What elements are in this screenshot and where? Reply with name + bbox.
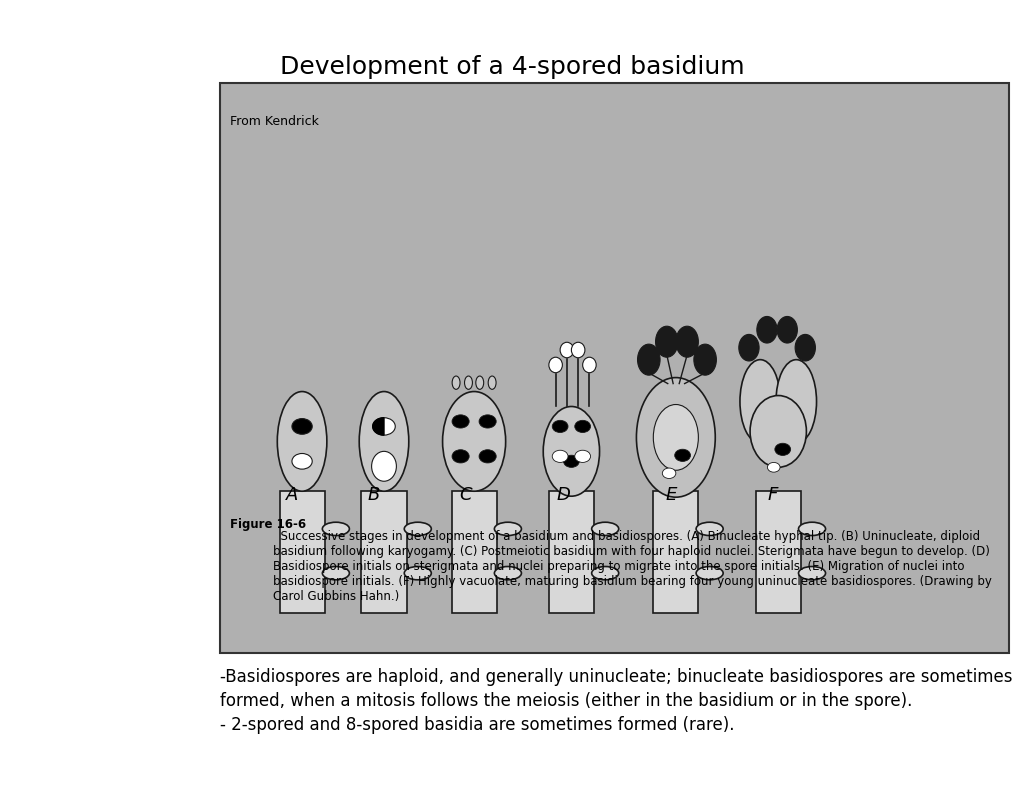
Ellipse shape xyxy=(488,376,496,389)
Ellipse shape xyxy=(592,522,618,536)
Circle shape xyxy=(452,450,469,463)
Circle shape xyxy=(574,420,591,433)
Ellipse shape xyxy=(740,360,780,444)
Ellipse shape xyxy=(476,376,483,389)
Ellipse shape xyxy=(560,343,573,358)
Bar xyxy=(361,491,407,613)
Text: D: D xyxy=(556,486,570,505)
Text: Successive stages in development of a basidium and basidiospores. (A) Binucleate: Successive stages in development of a ba… xyxy=(273,530,992,603)
Ellipse shape xyxy=(495,566,521,580)
Circle shape xyxy=(552,420,568,433)
Ellipse shape xyxy=(583,358,596,373)
Ellipse shape xyxy=(323,566,349,580)
Ellipse shape xyxy=(571,343,585,358)
Polygon shape xyxy=(373,418,384,435)
Circle shape xyxy=(292,453,312,469)
Ellipse shape xyxy=(544,407,600,496)
Circle shape xyxy=(563,455,580,467)
Circle shape xyxy=(552,450,568,463)
Ellipse shape xyxy=(453,376,460,389)
Ellipse shape xyxy=(776,360,816,444)
Ellipse shape xyxy=(750,396,807,467)
Ellipse shape xyxy=(495,522,521,536)
Text: C: C xyxy=(460,486,472,505)
Ellipse shape xyxy=(653,404,698,471)
Circle shape xyxy=(452,414,469,428)
FancyBboxPatch shape xyxy=(220,83,1009,653)
Circle shape xyxy=(479,414,497,428)
Ellipse shape xyxy=(278,392,327,491)
Text: A: A xyxy=(286,486,298,505)
Bar xyxy=(280,491,325,613)
Ellipse shape xyxy=(442,392,506,491)
Ellipse shape xyxy=(757,316,777,343)
Circle shape xyxy=(292,418,312,434)
Circle shape xyxy=(663,468,676,479)
Bar xyxy=(756,491,801,613)
Ellipse shape xyxy=(404,522,431,536)
Ellipse shape xyxy=(372,452,396,481)
Ellipse shape xyxy=(694,344,717,375)
Ellipse shape xyxy=(404,566,431,580)
Bar xyxy=(549,491,594,613)
Circle shape xyxy=(775,443,791,456)
Text: From Kendrick: From Kendrick xyxy=(230,115,319,127)
Ellipse shape xyxy=(323,522,349,536)
Circle shape xyxy=(479,450,497,463)
Text: - 2-spored and 8-spored basidia are sometimes formed (rare).: - 2-spored and 8-spored basidia are some… xyxy=(220,716,734,734)
Circle shape xyxy=(767,463,780,472)
Text: Development of a 4-spored basidium: Development of a 4-spored basidium xyxy=(280,55,744,79)
Ellipse shape xyxy=(777,316,798,343)
Bar xyxy=(452,491,497,613)
Circle shape xyxy=(373,418,395,435)
Ellipse shape xyxy=(795,335,815,361)
Circle shape xyxy=(574,450,591,463)
Circle shape xyxy=(675,449,690,461)
Ellipse shape xyxy=(655,326,678,358)
Ellipse shape xyxy=(799,522,825,536)
Ellipse shape xyxy=(549,358,562,373)
Ellipse shape xyxy=(465,376,472,389)
Ellipse shape xyxy=(738,335,759,361)
Text: -Basidiospores are haploid, and generally uninucleate; binucleate basidiospores : -Basidiospores are haploid, and generall… xyxy=(220,668,1013,687)
Text: Figure 16-6: Figure 16-6 xyxy=(230,518,306,531)
Bar xyxy=(653,491,698,613)
Text: E: E xyxy=(665,486,677,505)
Ellipse shape xyxy=(359,392,409,491)
Text: B: B xyxy=(368,486,380,505)
Ellipse shape xyxy=(696,522,723,536)
Ellipse shape xyxy=(592,566,618,580)
Text: formed, when a mitosis follows the meiosis (either in the basidium or in the spo: formed, when a mitosis follows the meios… xyxy=(220,692,912,710)
Ellipse shape xyxy=(676,326,698,358)
Ellipse shape xyxy=(799,566,825,580)
Ellipse shape xyxy=(696,566,723,580)
Ellipse shape xyxy=(637,377,715,498)
Text: F: F xyxy=(768,486,778,505)
Ellipse shape xyxy=(638,344,660,375)
